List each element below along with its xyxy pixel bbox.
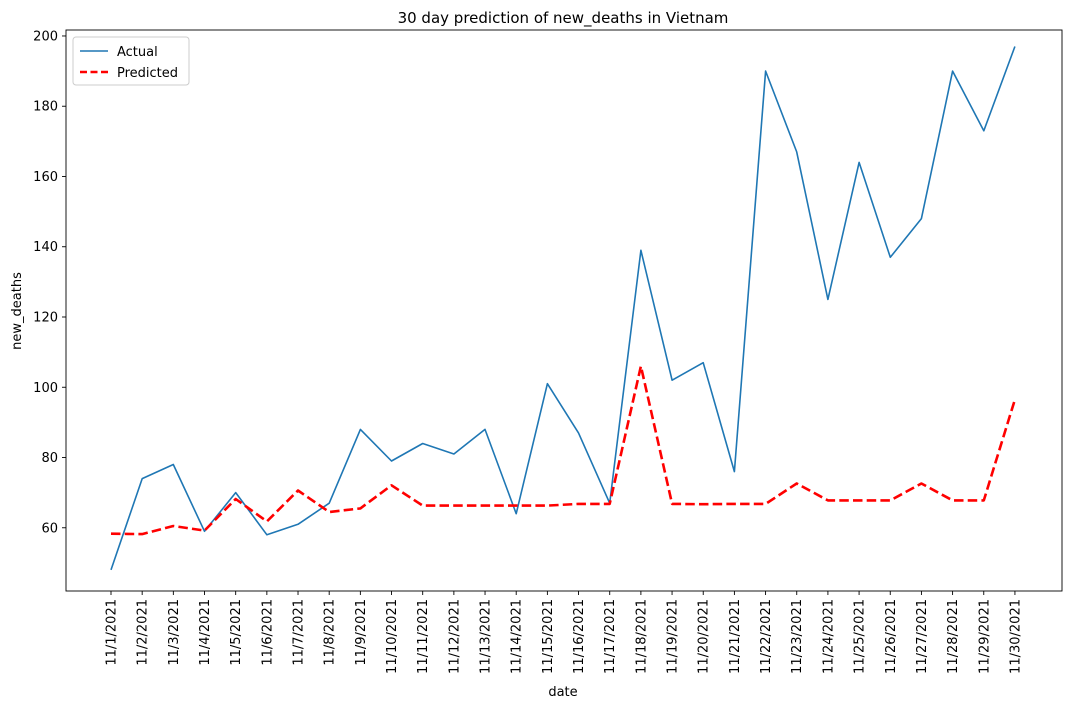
series-lines [110, 46, 1017, 571]
x-tick-label: 11/25/2021 [853, 599, 868, 674]
x-tick-label: 11/23/2021 [790, 599, 805, 674]
x-tick-label: 11/22/2021 [759, 599, 774, 674]
x-tick-label: 11/13/2021 [479, 599, 494, 674]
y-axis: 60 80 100 120 140 160 180 200 [33, 29, 66, 536]
x-tick-label: 11/29/2021 [977, 599, 992, 674]
y-tick-label: 120 [33, 310, 58, 325]
x-tick-label: 11/4/2021 [198, 599, 213, 666]
chart-title: 30 day prediction of new_deaths in Vietn… [398, 9, 729, 28]
x-tick-label: 11/20/2021 [697, 599, 712, 674]
x-tick-label: 11/27/2021 [915, 599, 930, 674]
x-tick-label: 11/19/2021 [666, 599, 681, 674]
plot-area [65, 29, 1063, 592]
legend-label-predicted: Predicted [117, 66, 178, 81]
x-tick-label: 11/10/2021 [385, 599, 400, 674]
x-tick-label: 11/28/2021 [946, 599, 961, 674]
y-tick-label: 200 [33, 29, 58, 44]
x-tick-label: 11/12/2021 [447, 599, 462, 674]
x-tick-label: 11/9/2021 [354, 599, 369, 666]
x-axis-label: date [548, 685, 577, 700]
y-tick-label: 160 [33, 170, 58, 185]
x-tick-label: 11/1/2021 [105, 599, 120, 666]
x-tick-label: 11/8/2021 [323, 599, 338, 666]
y-tick-label: 80 [41, 451, 58, 466]
x-tick-label: 11/14/2021 [510, 599, 525, 674]
legend-label-actual: Actual [117, 45, 158, 60]
x-axis: 11/1/2021 11/2/2021 11/3/2021 11/4/2021 11/5… [105, 591, 1023, 674]
x-tick-label: 11/18/2021 [634, 599, 649, 674]
x-tick-label: 11/5/2021 [229, 599, 244, 666]
x-tick-label: 11/16/2021 [572, 599, 587, 674]
x-tick-label: 11/15/2021 [541, 599, 556, 674]
legend: Actual Predicted [72, 36, 190, 86]
x-tick-label: 11/11/2021 [416, 599, 431, 674]
y-tick-label: 140 [33, 240, 58, 255]
y-tick-label: 180 [33, 100, 58, 115]
x-tick-label: 11/7/2021 [292, 599, 307, 666]
x-tick-label: 11/30/2021 [1008, 599, 1023, 674]
x-tick-label: 11/6/2021 [260, 599, 275, 666]
x-tick-label: 11/26/2021 [884, 599, 899, 674]
x-tick-label: 11/24/2021 [821, 599, 836, 674]
series-line-actual [110, 46, 1016, 571]
x-tick-label: 11/2/2021 [136, 599, 151, 666]
y-tick-label: 100 [33, 381, 58, 396]
y-axis-label: new_deaths [10, 272, 25, 350]
y-tick-label: 60 [41, 521, 58, 536]
series-line-predicted [110, 364, 1017, 536]
x-tick-label: 11/3/2021 [167, 599, 182, 666]
x-tick-label: 11/17/2021 [603, 599, 618, 674]
x-tick-label: 11/21/2021 [728, 599, 743, 674]
